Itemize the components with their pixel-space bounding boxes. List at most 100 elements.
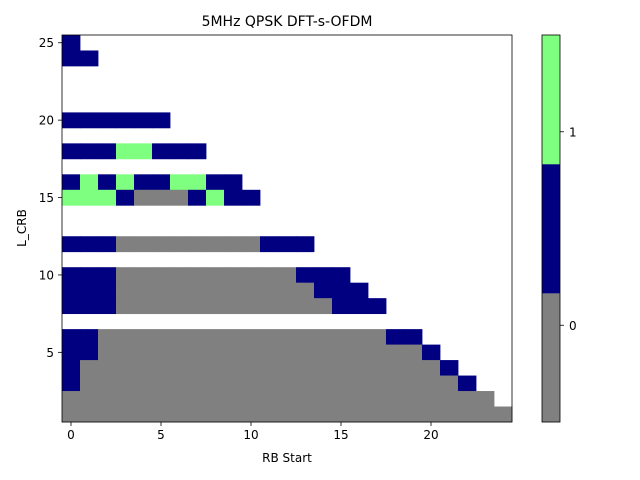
heatmap-cell	[116, 174, 135, 191]
colorbar-segment-gray	[542, 293, 560, 423]
heatmap-cell	[368, 360, 387, 376]
heatmap-cell	[476, 406, 495, 423]
heatmap-cell	[62, 189, 81, 206]
heatmap-cell	[440, 406, 459, 423]
heatmap-cell	[134, 344, 153, 361]
heatmap-cell	[260, 298, 279, 315]
heatmap-cell	[152, 298, 171, 315]
y-tick-label: 15	[39, 191, 54, 205]
heatmap-cell	[62, 406, 81, 423]
heatmap-cell	[296, 375, 315, 392]
heatmap-cell	[242, 375, 261, 392]
colorbar-tick-label: 0	[569, 319, 577, 333]
heatmap-cell	[62, 329, 81, 345]
heatmap-cell	[314, 267, 333, 284]
heatmap-cell	[62, 35, 81, 51]
heatmap-cell	[80, 360, 99, 376]
heatmap-cell	[98, 375, 117, 392]
heatmap-cell	[206, 267, 225, 284]
heatmap-cell	[422, 406, 441, 423]
colorbar-frame	[541, 34, 561, 423]
heatmap-cell	[296, 236, 315, 253]
heatmap-cell	[260, 344, 279, 361]
heatmap-cell	[98, 236, 117, 253]
heatmap-cell	[458, 375, 477, 392]
heatmap-cell	[134, 143, 153, 160]
heatmap-cell	[296, 360, 315, 376]
heatmap-cell	[206, 282, 225, 299]
heatmap-cell	[116, 375, 135, 392]
heatmap-cell	[188, 406, 207, 423]
heatmap-cell	[242, 406, 261, 423]
heatmap-cell	[206, 391, 225, 407]
heatmap-cell	[98, 267, 117, 284]
heatmap-cell	[152, 267, 171, 284]
colorbar-segment-light-green	[542, 35, 560, 165]
heatmap-cell	[242, 344, 261, 361]
heatmap-cell	[116, 189, 135, 206]
heatmap-cell	[80, 344, 99, 361]
heatmap-cell	[278, 360, 297, 376]
y-axis-label: L_CRB	[15, 209, 29, 247]
heatmap-cell	[152, 282, 171, 299]
heatmap-cell	[134, 174, 153, 191]
heatmap-cell	[278, 406, 297, 423]
heatmap-cell	[188, 143, 207, 160]
heatmap-cell	[242, 329, 261, 345]
heatmap-cell	[152, 143, 171, 160]
heatmap-cell	[350, 298, 369, 315]
heatmap-cell	[242, 267, 261, 284]
heatmap-cell	[350, 391, 369, 407]
heatmap-cell	[152, 375, 171, 392]
heatmap-cell	[350, 375, 369, 392]
heatmap-cell	[260, 360, 279, 376]
y-tick-label: 10	[39, 268, 54, 282]
heatmap-cell	[152, 360, 171, 376]
heatmap-cell	[116, 298, 135, 315]
heatmap-cell	[134, 189, 153, 206]
heatmap-cell	[116, 344, 135, 361]
heatmap-cell	[206, 298, 225, 315]
heatmap-cell	[350, 329, 369, 345]
heatmap-cell	[116, 143, 135, 160]
heatmap-cell	[188, 236, 207, 253]
heatmap-cell	[242, 391, 261, 407]
heatmap-cell	[314, 406, 333, 423]
heatmap-cell	[350, 282, 369, 299]
heatmap-cell	[98, 112, 117, 129]
heatmap-cell	[62, 282, 81, 299]
heatmap-cell	[170, 236, 189, 253]
heatmap-cell	[422, 375, 441, 392]
heatmap-cell	[152, 174, 171, 191]
heatmap-cell	[404, 360, 423, 376]
heatmap-cell	[80, 329, 99, 345]
heatmap-cell	[98, 360, 117, 376]
heatmap-cell	[62, 360, 81, 376]
x-tick-label: 20	[423, 428, 438, 442]
heatmap-cell	[170, 143, 189, 160]
heatmap-cell	[152, 406, 171, 423]
x-tick-label: 15	[333, 428, 348, 442]
heatmap-cell	[314, 375, 333, 392]
y-axis-ticks: 5 10 15 20 25	[39, 36, 62, 360]
y-tick-label: 5	[46, 346, 54, 360]
colorbar: 01	[541, 34, 577, 423]
heatmap-cell	[440, 375, 459, 392]
heatmap-cell	[332, 298, 351, 315]
heatmap-cell	[206, 174, 225, 191]
heatmap-cell	[350, 344, 369, 361]
heatmap-cell	[278, 329, 297, 345]
heatmap-cell	[98, 298, 117, 315]
heatmap-cell	[242, 236, 261, 253]
heatmap-cell	[224, 298, 243, 315]
heatmap-cell	[422, 360, 441, 376]
heatmap-cell	[386, 375, 405, 392]
x-axis-ticks: 0 5 10 15 20	[67, 422, 439, 442]
heatmap-cell	[98, 406, 117, 423]
heatmap-cell	[296, 282, 315, 299]
heatmap-cell	[242, 282, 261, 299]
heatmap-cell	[170, 267, 189, 284]
heatmap-cell	[80, 143, 99, 160]
heatmap-cell	[134, 298, 153, 315]
heatmap-cell	[260, 329, 279, 345]
